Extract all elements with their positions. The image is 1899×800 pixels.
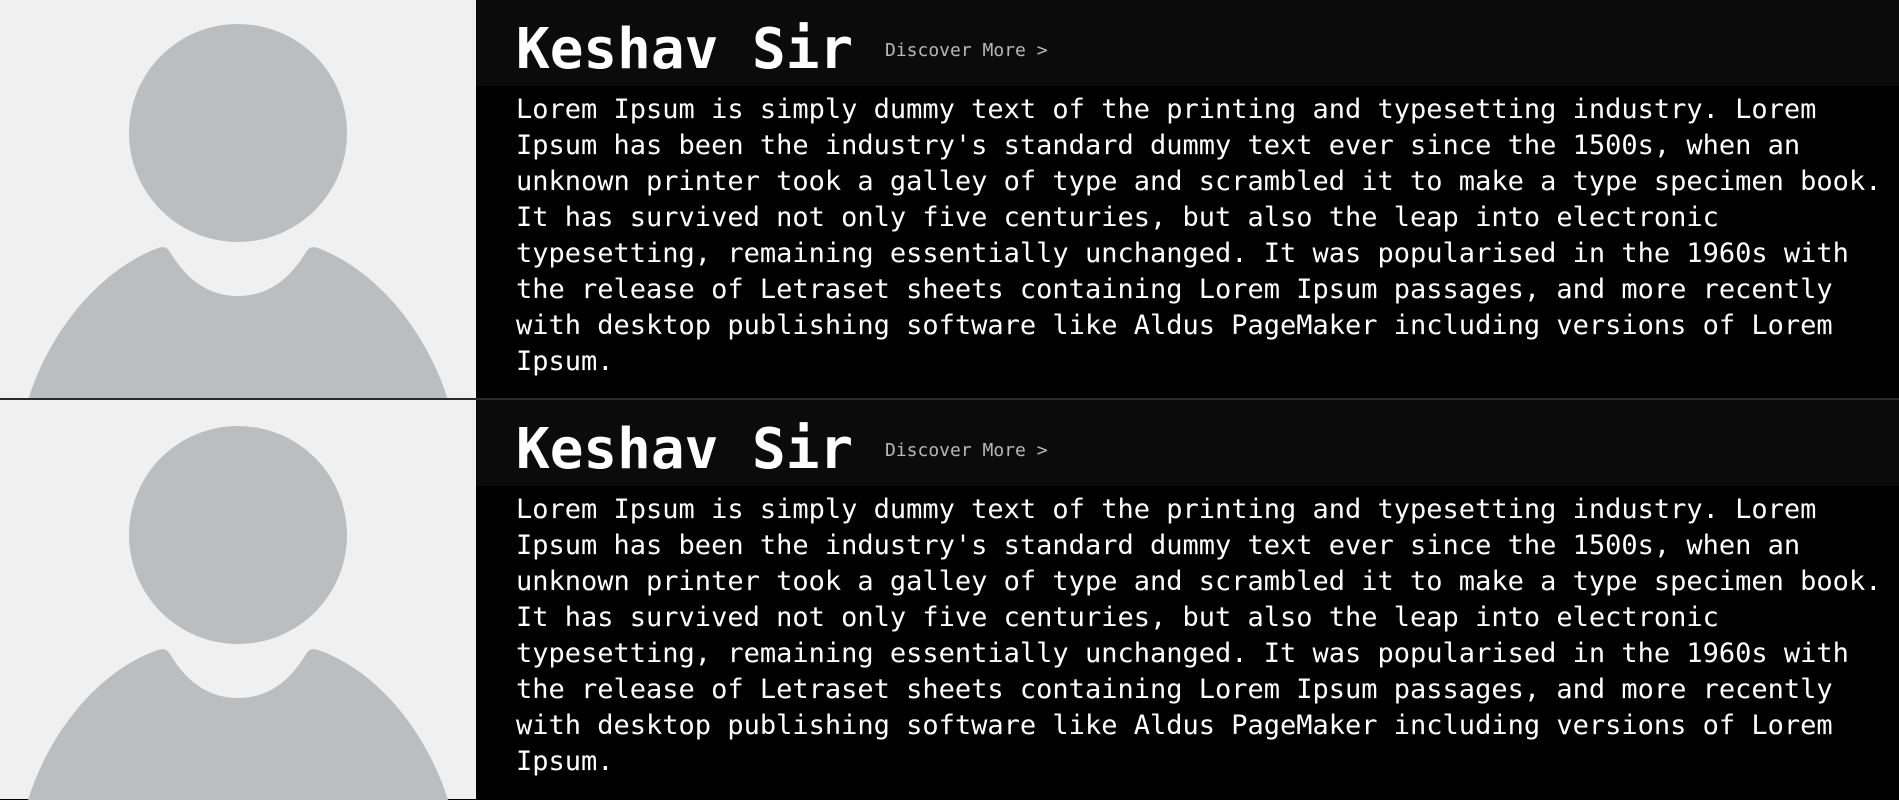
- profile-header: Keshav Sir Discover More >: [476, 0, 1899, 86]
- discover-more-link[interactable]: Discover More >: [885, 440, 1048, 461]
- user-silhouette-icon: [28, 24, 448, 398]
- avatar: [0, 400, 476, 800]
- profile-card: Keshav Sir Discover More > Lorem Ipsum i…: [0, 0, 1899, 400]
- avatar: [0, 0, 476, 398]
- profile-description: Lorem Ipsum is simply dummy text of the …: [516, 94, 1882, 377]
- profile-name: Keshav Sir: [516, 417, 854, 482]
- profile-card: Keshav Sir Discover More > Lorem Ipsum i…: [0, 400, 1899, 800]
- profile-name: Keshav Sir: [516, 17, 854, 82]
- profile-content: Keshav Sir Discover More > Lorem Ipsum i…: [476, 0, 1899, 398]
- user-silhouette-icon: [28, 426, 448, 800]
- profile-header: Keshav Sir Discover More >: [476, 400, 1899, 486]
- discover-more-link[interactable]: Discover More >: [885, 40, 1048, 61]
- profile-description: Lorem Ipsum is simply dummy text of the …: [516, 494, 1882, 777]
- profile-content: Keshav Sir Discover More > Lorem Ipsum i…: [476, 400, 1899, 800]
